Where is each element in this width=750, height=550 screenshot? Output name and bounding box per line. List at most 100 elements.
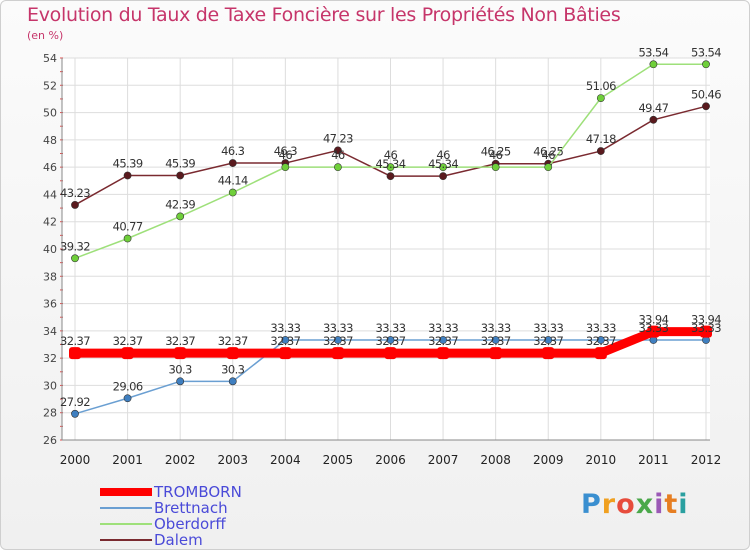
data-point-tromborn: [437, 347, 450, 360]
data-label-oberdorff: 39.32: [60, 239, 90, 253]
data-label-brettnach: 33.33: [586, 321, 616, 335]
data-label-brettnach: 33.33: [428, 321, 458, 335]
y-tick-label: 46: [43, 161, 57, 174]
unit-label: (en %): [27, 29, 64, 42]
data-label-oberdorff: 46: [436, 148, 450, 162]
logo-letter: t: [664, 489, 679, 520]
data-point-brettnach: [228, 377, 237, 386]
data-point-oberdorff: [71, 254, 79, 263]
data-label-oberdorff: 46: [542, 148, 556, 162]
data-label-brettnach: 33.33: [533, 321, 563, 335]
x-tick-label: 2002: [165, 453, 196, 467]
legend-swatch-dalem: [100, 539, 152, 541]
data-label-tromborn: 32.37: [481, 334, 511, 348]
data-label-dalem: 45.39: [165, 156, 195, 170]
data-label-dalem: 46.25: [533, 145, 563, 159]
data-point-brettnach: [123, 394, 132, 403]
data-label-brettnach: 33.33: [638, 321, 668, 335]
data-label-oberdorff: 46: [331, 148, 345, 162]
data-point-dalem: [649, 115, 658, 124]
data-label-brettnach: 27.92: [60, 395, 90, 409]
y-tick-label: 34: [43, 325, 57, 338]
data-point-oberdorff: [596, 94, 605, 103]
data-point-brettnach: [386, 336, 395, 344]
data-point-tromborn: [69, 347, 81, 360]
legend-item-tromborn: TROMBORN: [100, 484, 242, 500]
x-tick-label: 2007: [428, 453, 459, 467]
data-point-dalem: [702, 102, 710, 111]
data-label-oberdorff: 51.06: [586, 79, 616, 93]
data-label-oberdorff: 44.14: [218, 174, 248, 188]
data-label-oberdorff: 46: [384, 148, 398, 162]
x-tick-label: 2006: [375, 453, 406, 467]
data-label-brettnach: 33.33: [691, 321, 721, 335]
data-point-oberdorff: [281, 163, 290, 172]
x-tick-label: 2003: [217, 453, 248, 467]
y-tick-label: 28: [43, 407, 57, 420]
data-point-oberdorff: [702, 60, 710, 69]
data-point-tromborn: [489, 347, 502, 360]
data-label-tromborn: 32.37: [376, 334, 406, 348]
data-point-dalem: [123, 171, 132, 180]
data-point-tromborn: [226, 347, 239, 360]
data-label-dalem: 46.3: [221, 144, 244, 158]
x-tick-label: 2010: [586, 453, 617, 467]
data-label-oberdorff: 53.54: [691, 45, 721, 59]
data-point-dalem: [228, 159, 237, 167]
data-label-tromborn: 32.37: [165, 334, 195, 348]
x-tick-label: 2000: [60, 453, 91, 467]
legend: TROMBORN Brettnach Oberdorff Dalem: [100, 484, 242, 548]
data-label-dalem: 50.46: [691, 87, 721, 101]
chart-title: Evolution du Taux de Taxe Foncière sur l…: [27, 4, 621, 26]
y-tick-label: 50: [43, 107, 57, 120]
y-tick-label: 38: [43, 270, 57, 283]
data-label-tromborn: 32.37: [270, 334, 300, 348]
data-label-tromborn: 33.94: [638, 313, 668, 327]
data-point-brettnach: [334, 336, 342, 344]
data-label-tromborn: 33.94: [691, 313, 721, 327]
data-label-brettnach: 33.33: [270, 321, 300, 335]
y-tick-label: 52: [43, 79, 57, 92]
data-point-oberdorff: [386, 163, 395, 172]
y-tick-label: 44: [43, 188, 57, 201]
data-point-oberdorff: [491, 163, 500, 172]
data-point-dalem: [71, 201, 79, 209]
data-point-tromborn: [174, 347, 187, 360]
data-label-oberdorff: 46: [489, 148, 503, 162]
data-point-dalem: [596, 147, 605, 155]
legend-label-oberdorff: Oberdorff: [154, 515, 226, 533]
y-tick-label: 26: [43, 434, 57, 447]
y-tick-label: 40: [43, 243, 57, 256]
data-point-tromborn: [279, 347, 292, 360]
logo-letter: r: [601, 489, 617, 520]
data-label-dalem: 46.3: [274, 144, 297, 158]
data-point-dalem: [176, 171, 185, 180]
x-tick-label: 2011: [638, 453, 669, 467]
legend-swatch-oberdorff: [100, 523, 152, 525]
data-point-brettnach: [176, 377, 185, 386]
legend-swatch-brettnach: [100, 507, 152, 509]
data-point-oberdorff: [334, 163, 342, 172]
data-point-oberdorff: [649, 60, 658, 69]
logo-letter: x: [635, 489, 655, 520]
legend-label-brettnach: Brettnach: [154, 499, 228, 517]
data-label-dalem: 43.23: [60, 186, 90, 200]
y-tick-label: 42: [43, 216, 57, 229]
data-point-oberdorff: [439, 163, 447, 172]
logo-letter: o: [616, 489, 636, 520]
x-tick-label: 2001: [112, 453, 143, 467]
y-tick-label: 48: [43, 134, 57, 147]
y-tick-label: 30: [43, 379, 57, 392]
legend-label-tromborn: TROMBORN: [154, 483, 242, 501]
data-label-dalem: 45.39: [113, 156, 143, 170]
data-label-brettnach: 33.33: [481, 321, 511, 335]
data-label-tromborn: 32.37: [113, 334, 143, 348]
data-label-brettnach: 30.3: [221, 362, 244, 376]
data-point-oberdorff: [176, 212, 185, 221]
data-label-tromborn: 32.37: [586, 334, 616, 348]
logo-letter: P: [581, 489, 602, 520]
data-label-oberdorff: 46: [279, 148, 293, 162]
data-label-dalem: 45.34: [428, 157, 458, 171]
data-point-brettnach: [439, 336, 447, 344]
